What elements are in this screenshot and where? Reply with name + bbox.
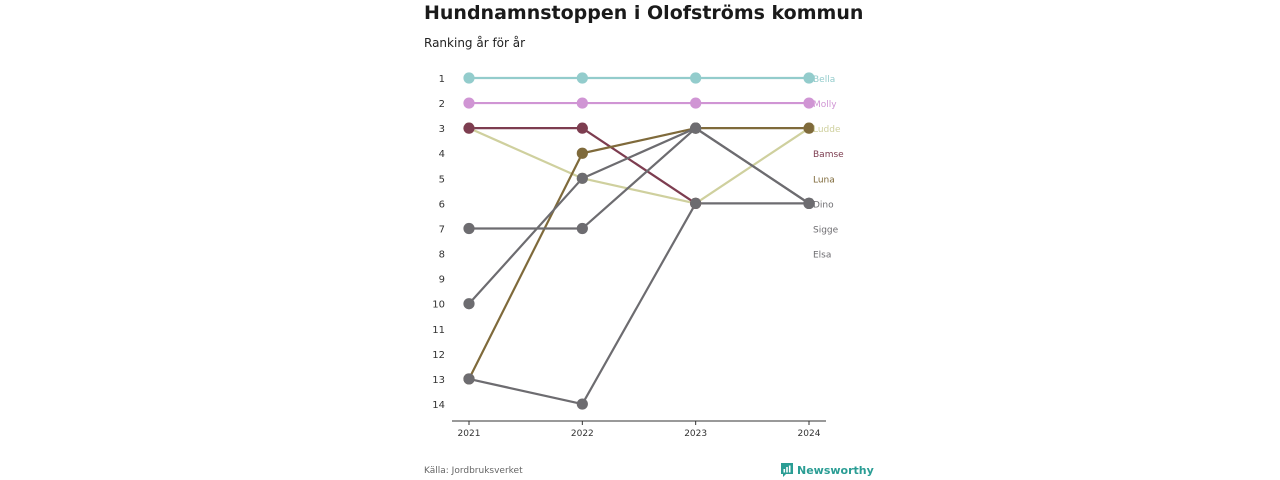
data-point-dino[interactable] (576, 172, 588, 184)
data-point-molly[interactable] (803, 97, 815, 109)
data-point-bella[interactable] (690, 72, 702, 84)
series-label-elsa: Elsa (813, 251, 831, 261)
y-tick-label: 10 (432, 300, 445, 311)
series-line-sigge (469, 127, 810, 230)
series-label-dino: Dino (813, 200, 834, 210)
data-point-luna[interactable] (576, 147, 588, 159)
y-tick-label: 11 (432, 325, 445, 336)
data-point-dino[interactable] (463, 298, 475, 310)
y-tick-label: 9 (439, 275, 445, 286)
series-label-ludde: Ludde (813, 125, 841, 135)
y-tick-label: 2 (439, 99, 445, 110)
data-point-elsa[interactable] (576, 398, 588, 410)
x-tick-label: 2024 (798, 429, 821, 439)
newsworthy-brand[interactable]: Newsworthy (781, 463, 874, 477)
data-point-sigge[interactable] (690, 122, 702, 134)
series-line-bamse (469, 127, 697, 205)
series-label-bella: Bella (813, 75, 835, 85)
y-tick-label: 14 (432, 400, 445, 411)
y-tick-label: 13 (432, 375, 445, 386)
y-tick-label: 7 (439, 224, 445, 235)
data-point-elsa[interactable] (463, 373, 475, 385)
chart-title: Hundnamnstoppen i Olofströms kommun (424, 2, 864, 24)
data-point-sigge[interactable] (576, 222, 588, 235)
data-point-sigge[interactable] (463, 222, 475, 235)
brand-label: Newsworthy (797, 463, 874, 477)
data-point-bella[interactable] (576, 72, 588, 84)
data-point-elsa[interactable] (690, 197, 702, 209)
newsworthy-logo-icon (781, 463, 793, 477)
data-point-molly[interactable] (690, 97, 702, 109)
series-label-sigge: Sigge (813, 225, 839, 235)
data-point-luna[interactable] (803, 122, 815, 134)
chart-subtitle: Ranking år för år (424, 36, 526, 50)
y-tick-label: 5 (439, 174, 445, 185)
y-tick-label: 8 (439, 250, 445, 261)
source-note: Källa: Jordbruksverket (424, 466, 523, 476)
series-label-molly: Molly (813, 100, 837, 110)
series-label-bamse: Bamse (813, 150, 844, 160)
series-line-elsa (468, 202, 809, 406)
data-point-bella[interactable] (803, 72, 815, 84)
data-point-molly[interactable] (463, 97, 475, 109)
series-label-luna: Luna (813, 175, 835, 185)
y-tick-label: 3 (439, 124, 445, 135)
y-tick-label: 12 (432, 350, 445, 361)
data-point-bamse[interactable] (463, 122, 475, 134)
series-line-luna (468, 127, 809, 380)
y-tick-label: 6 (439, 199, 445, 210)
y-tick-label: 1 (439, 74, 445, 85)
data-point-molly[interactable] (576, 97, 588, 109)
data-point-bamse[interactable] (576, 122, 588, 134)
x-tick-label: 2021 (458, 429, 481, 439)
data-point-elsa[interactable] (803, 197, 815, 209)
data-point-bella[interactable] (463, 72, 475, 84)
x-tick-label: 2022 (571, 429, 594, 439)
x-tick-label: 2023 (684, 429, 707, 439)
y-tick-label: 4 (439, 149, 445, 160)
